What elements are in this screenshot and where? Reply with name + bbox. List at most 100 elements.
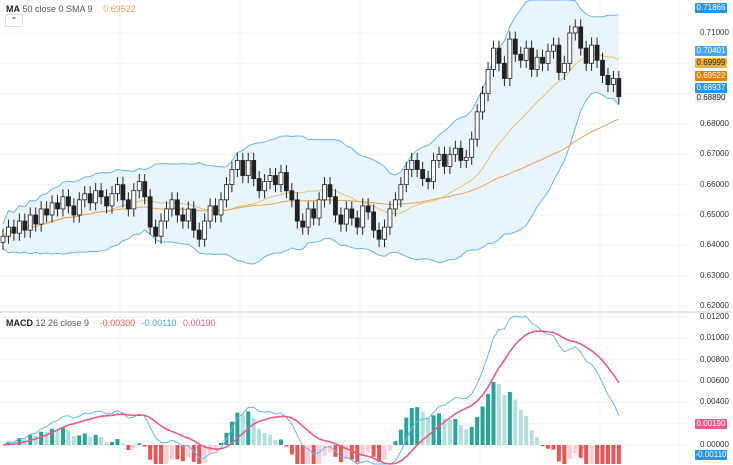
- macd-histogram-bar: [486, 393, 491, 445]
- macd-histogram-bar: [458, 425, 463, 445]
- candle-body: [529, 47, 535, 70]
- candle-body: [6, 226, 11, 237]
- candle-body: [349, 208, 355, 219]
- candle-body: [343, 208, 349, 225]
- macd-histogram-bar: [164, 445, 169, 464]
- macd-histogram-bar: [491, 381, 496, 445]
- macd-histogram-bar: [480, 406, 485, 445]
- macd-legend-name: MACD: [6, 318, 33, 328]
- candle-body: [22, 220, 28, 231]
- candle-body: [278, 172, 284, 186]
- candle-body: [436, 153, 442, 161]
- macd-histogram-bar: [502, 395, 507, 445]
- candle-body: [93, 190, 99, 204]
- candle-body: [474, 111, 480, 140]
- candle-body: [452, 147, 458, 155]
- candle-body: [420, 169, 426, 179]
- candle-body: [425, 178, 431, 183]
- price-tick: 0.63000: [700, 270, 729, 280]
- macd-histogram-bar: [110, 442, 114, 445]
- candle-body: [316, 199, 322, 219]
- candle-body: [164, 208, 169, 222]
- macd-histogram-bar: [240, 414, 245, 445]
- macd-histogram-bar: [99, 437, 104, 445]
- macd-tick: 0.00400: [700, 397, 729, 407]
- candle-body: [158, 220, 164, 237]
- macd-histogram-bar: [344, 445, 349, 460]
- candle-body: [512, 38, 518, 55]
- candle-body: [480, 93, 486, 113]
- ma-legend-params: 50 close 0 SMA 9: [22, 4, 93, 14]
- candle-body: [11, 226, 17, 234]
- candle-body: [136, 181, 142, 192]
- macd-histogram-bar: [306, 445, 311, 464]
- candle-body: [376, 229, 382, 240]
- candle-body: [583, 47, 589, 64]
- macd-histogram-bar: [284, 445, 289, 447]
- candle-body: [27, 214, 33, 231]
- candle-body: [616, 78, 622, 98]
- price-tick: 0.66000: [700, 179, 729, 189]
- macd-histogram-bar: [535, 437, 540, 445]
- macd-histogram-bar: [518, 410, 523, 445]
- candle-body: [147, 196, 153, 228]
- candle-body: [142, 181, 148, 198]
- macd-histogram-bar: [159, 445, 164, 464]
- macd-histogram-bar: [17, 438, 22, 445]
- candle-body: [256, 178, 262, 192]
- candle-body: [333, 196, 338, 216]
- macd-histogram-bar: [398, 429, 403, 445]
- macd-histogram-bar: [442, 418, 447, 445]
- macd-histogram-bar: [371, 445, 376, 457]
- candle-body: [392, 199, 398, 210]
- candle-body: [49, 202, 55, 216]
- candle-body: [414, 159, 420, 170]
- macd-histogram-bar: [360, 445, 365, 456]
- price-tick: 0.68000: [700, 118, 729, 128]
- macd-legend: MACD 12 26 close 9 -0.00300 -0.00110 0.0…: [6, 318, 216, 328]
- candle-body: [131, 190, 137, 210]
- macd-histogram-bar: [540, 445, 545, 447]
- macd-legend-macd: -0.00110: [141, 318, 177, 328]
- candle-body: [273, 175, 278, 186]
- bollinger-upper: [2, 0, 619, 225]
- candle-body: [109, 193, 115, 207]
- candle-body: [567, 32, 573, 64]
- candle-body: [545, 50, 551, 64]
- price-tick: 0.64000: [700, 240, 729, 250]
- macd-histogram-bar: [257, 428, 262, 445]
- price-label: 0.68890: [695, 93, 727, 103]
- candle-body: [115, 184, 120, 195]
- macd-histogram-bar: [349, 445, 354, 460]
- macd-line: [2, 315, 620, 465]
- macd-histogram-bar: [595, 445, 600, 464]
- macd-histogram-bar: [115, 439, 120, 445]
- macd-histogram-bar: [131, 445, 136, 448]
- macd-histogram-bar: [300, 445, 305, 464]
- price-tick: 0.71000: [700, 28, 729, 37]
- candle-body: [365, 205, 371, 213]
- chevron-up-icon[interactable]: ⌃: [5, 14, 23, 27]
- macd-histogram-bar: [600, 445, 605, 464]
- macd-histogram-bar: [611, 445, 616, 464]
- ma-legend-name: MA: [6, 4, 20, 14]
- macd-histogram-bar: [229, 421, 234, 445]
- macd-histogram-bar: [148, 445, 153, 460]
- macd-histogram-bar: [6, 441, 11, 445]
- macd-histogram-bar: [382, 445, 387, 460]
- macd-histogram-bar: [420, 411, 425, 445]
- candle-body: [534, 56, 540, 70]
- macd-histogram-bar: [142, 445, 147, 447]
- candle-body: [561, 62, 567, 73]
- candle-body: [458, 147, 464, 161]
- macd-value-label: -0.00110: [695, 450, 727, 460]
- candle-body: [600, 59, 605, 76]
- candle-body: [409, 159, 415, 170]
- macd-histogram-bar: [153, 445, 158, 464]
- macd-histogram-bar: [235, 412, 240, 445]
- signal-line: [2, 330, 620, 465]
- macd-histogram-bar: [295, 445, 300, 464]
- macd-histogram-bar: [573, 445, 578, 453]
- candle-body: [245, 159, 251, 176]
